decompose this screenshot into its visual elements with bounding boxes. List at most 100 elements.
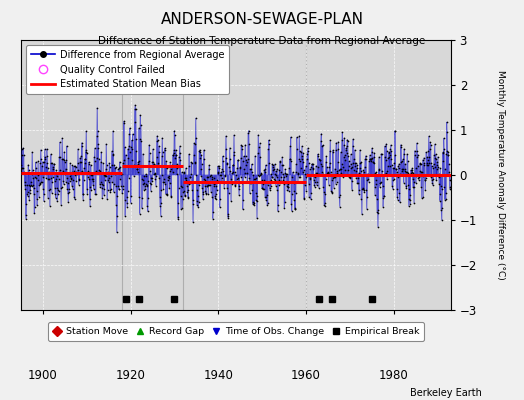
Point <box>94 141 102 148</box>
Point <box>312 178 321 185</box>
Point <box>51 185 59 191</box>
Point <box>353 179 362 186</box>
Point <box>225 144 234 151</box>
Point <box>342 145 350 152</box>
Point <box>366 155 375 162</box>
Point <box>358 211 366 218</box>
Point <box>235 192 243 198</box>
Point <box>362 186 370 193</box>
Point <box>429 182 437 188</box>
Point <box>431 164 440 170</box>
Point <box>85 196 94 202</box>
Point <box>78 139 86 146</box>
Point <box>382 156 390 163</box>
Point <box>185 151 193 157</box>
Point <box>414 175 423 181</box>
Point <box>420 176 429 183</box>
Point <box>348 186 356 193</box>
Point <box>60 148 69 155</box>
Point <box>231 182 239 189</box>
Point <box>333 178 341 185</box>
Point <box>46 186 54 192</box>
Point <box>445 177 454 184</box>
Point <box>412 180 420 186</box>
Point <box>305 194 313 200</box>
Point <box>17 152 26 159</box>
Point <box>28 166 37 173</box>
Point <box>267 182 275 189</box>
Point <box>366 158 375 164</box>
Point <box>273 166 281 172</box>
Point <box>107 173 115 179</box>
Point <box>164 174 172 181</box>
Point <box>88 172 96 178</box>
Point <box>307 164 315 170</box>
Point <box>100 192 108 198</box>
Point <box>221 172 229 178</box>
Point <box>81 156 89 162</box>
Point <box>225 163 233 170</box>
Point <box>242 156 250 163</box>
Point <box>424 133 433 140</box>
Point <box>390 175 398 182</box>
Point <box>257 171 265 177</box>
Point <box>58 135 67 142</box>
Point <box>392 166 400 172</box>
Point <box>437 207 445 214</box>
Point <box>215 204 224 210</box>
Point <box>233 176 241 182</box>
Point <box>349 136 357 142</box>
Point <box>385 154 394 160</box>
Point <box>95 168 104 174</box>
Point <box>380 143 389 150</box>
Point <box>258 177 266 183</box>
Point <box>62 157 70 164</box>
Point <box>152 172 160 179</box>
Point <box>90 186 98 192</box>
Point <box>89 181 97 188</box>
Point <box>179 196 187 202</box>
Point <box>336 192 344 198</box>
Point <box>442 196 450 202</box>
Point <box>241 174 249 180</box>
Point <box>272 174 281 180</box>
Point <box>160 179 168 185</box>
Point <box>410 184 418 191</box>
Point <box>310 182 319 188</box>
Point <box>270 165 278 172</box>
Point <box>93 128 102 134</box>
Point <box>181 165 190 171</box>
Point <box>244 127 253 134</box>
Point <box>159 186 168 193</box>
Point <box>60 181 68 188</box>
Point <box>29 175 38 182</box>
Point <box>267 174 276 180</box>
Y-axis label: Monthly Temperature Anomaly Difference (°C): Monthly Temperature Anomaly Difference (… <box>496 70 506 280</box>
Point <box>326 137 335 144</box>
Point <box>393 194 401 200</box>
Point <box>57 184 66 190</box>
Point <box>120 156 128 163</box>
Point <box>337 170 346 176</box>
Point <box>277 174 285 181</box>
Point <box>364 176 373 182</box>
Point <box>383 176 391 182</box>
Point <box>309 164 317 171</box>
Point <box>435 181 443 188</box>
Point <box>36 160 45 166</box>
Point <box>233 165 242 171</box>
Point <box>228 162 237 168</box>
Point <box>431 154 439 161</box>
Point <box>104 179 113 185</box>
Point <box>439 158 447 164</box>
Point <box>163 191 172 198</box>
Point <box>48 190 56 196</box>
Point <box>336 166 344 173</box>
Point <box>308 161 316 168</box>
Point <box>273 186 281 193</box>
Point <box>277 178 285 184</box>
Point <box>242 162 250 169</box>
Point <box>386 152 394 158</box>
Point <box>251 152 259 159</box>
Point <box>165 175 173 181</box>
